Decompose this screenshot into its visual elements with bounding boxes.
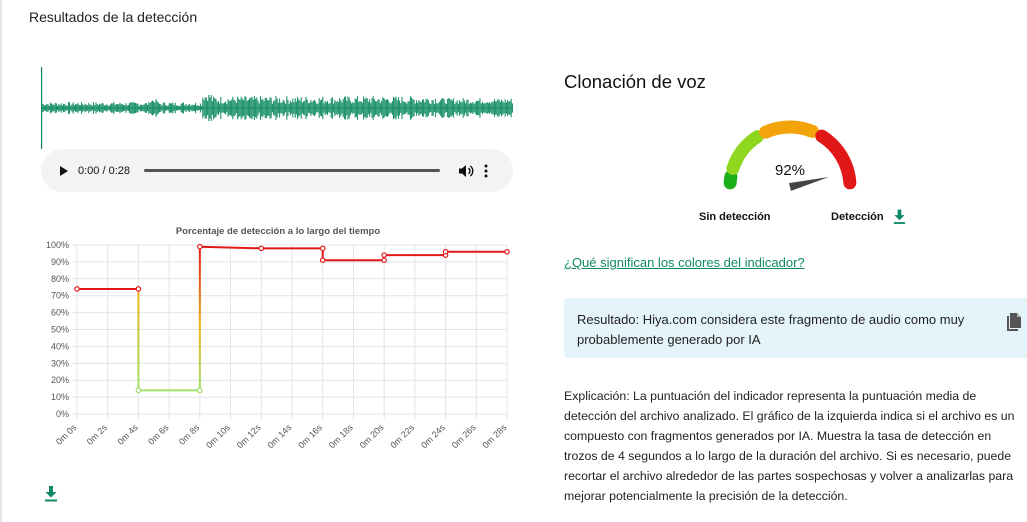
data-point [135,387,142,394]
result-text: Resultado: Hiya.com considera este fragm… [577,312,965,347]
gauge-label-no-detection: Sin detección [699,211,771,223]
y-tick-label: 90% [51,257,69,267]
gauge-needle [789,177,829,191]
y-tick-label: 100% [46,240,69,250]
gauge-segment-lime [726,130,764,175]
data-point [504,248,510,255]
series-segment [198,246,201,391]
y-tick-label: 20% [51,375,69,385]
data-point [197,243,203,250]
x-tick-label: 0m 8s [177,422,202,447]
gauge-segment-orange [759,120,819,139]
audio-progress-bar[interactable] [144,169,440,172]
y-tick-label: 80% [51,274,69,284]
data-point [381,252,387,258]
more-vert-icon[interactable] [484,164,488,178]
y-tick-label: 50% [51,325,69,335]
copy-icon[interactable] [1005,313,1021,332]
left-border [0,0,2,522]
section-title: Resultados de la detección [29,9,198,25]
y-tick-label: 10% [51,392,69,402]
audio-player[interactable]: 0:00 / 0:28 [41,149,513,192]
indicator-colors-link[interactable]: ¿Qué significan los colores del indicado… [564,255,805,270]
data-point [319,257,326,264]
detection-over-time-chart: Porcentaje de detección a lo largo del t… [46,226,510,450]
x-tick-label: 0m 22s [388,422,416,450]
x-tick-label: 0m 26s [450,422,478,450]
x-tick-label: 0m 2s [85,422,110,447]
y-tick-label: 30% [51,358,69,368]
audio-time: 0:00 / 0:28 [78,164,130,177]
data-point [135,286,142,292]
voice-cloning-title: Clonación de voz [564,71,706,92]
series-segment [199,245,262,250]
x-tick-label: 0m 14s [265,422,293,450]
data-point [442,248,449,255]
x-tick-label: 0m 28s [480,422,508,450]
series-segment [321,248,324,261]
play-icon[interactable] [60,165,68,176]
x-tick-label: 0m 16s [296,422,324,450]
gauge-segment-green [723,170,738,190]
data-point [197,387,203,394]
data-point [258,245,265,252]
x-tick-label: 0m 24s [419,422,447,450]
data-point [381,257,387,264]
waveform-baseline [42,107,513,109]
data-point [319,245,326,252]
y-tick-label: 0% [56,409,69,419]
chart-title: Porcentaje de detección a lo largo del t… [176,226,380,237]
gauge-segment-red [815,129,857,190]
y-tick-label: 70% [51,291,69,301]
volume-icon[interactable] [458,164,474,178]
x-tick-label: 0m 0s [54,422,79,447]
x-tick-label: 0m 6s [146,422,171,447]
data-point [74,286,80,292]
y-tick-label: 60% [51,308,69,318]
explanation-text: Explicación: La puntuación del indicador… [564,389,1015,503]
audio-waveform[interactable] [40,67,514,149]
download-icon[interactable] [44,486,58,502]
y-tick-label: 40% [51,341,69,351]
gauge-label-detection: Detección [831,211,884,223]
download-icon[interactable] [893,209,906,225]
result-box: Resultado: Hiya.com considera este fragm… [564,298,1027,358]
gauge-score: 92% [775,162,805,179]
x-tick-label: 0m 4s [115,422,140,447]
x-tick-label: 0m 18s [327,422,355,450]
x-tick-label: 0m 20s [358,422,386,450]
x-tick-label: 0m 10s [204,422,232,450]
x-tick-label: 0m 12s [235,422,263,450]
detection-gauge: 92% [723,120,857,191]
series-segment [137,288,140,391]
